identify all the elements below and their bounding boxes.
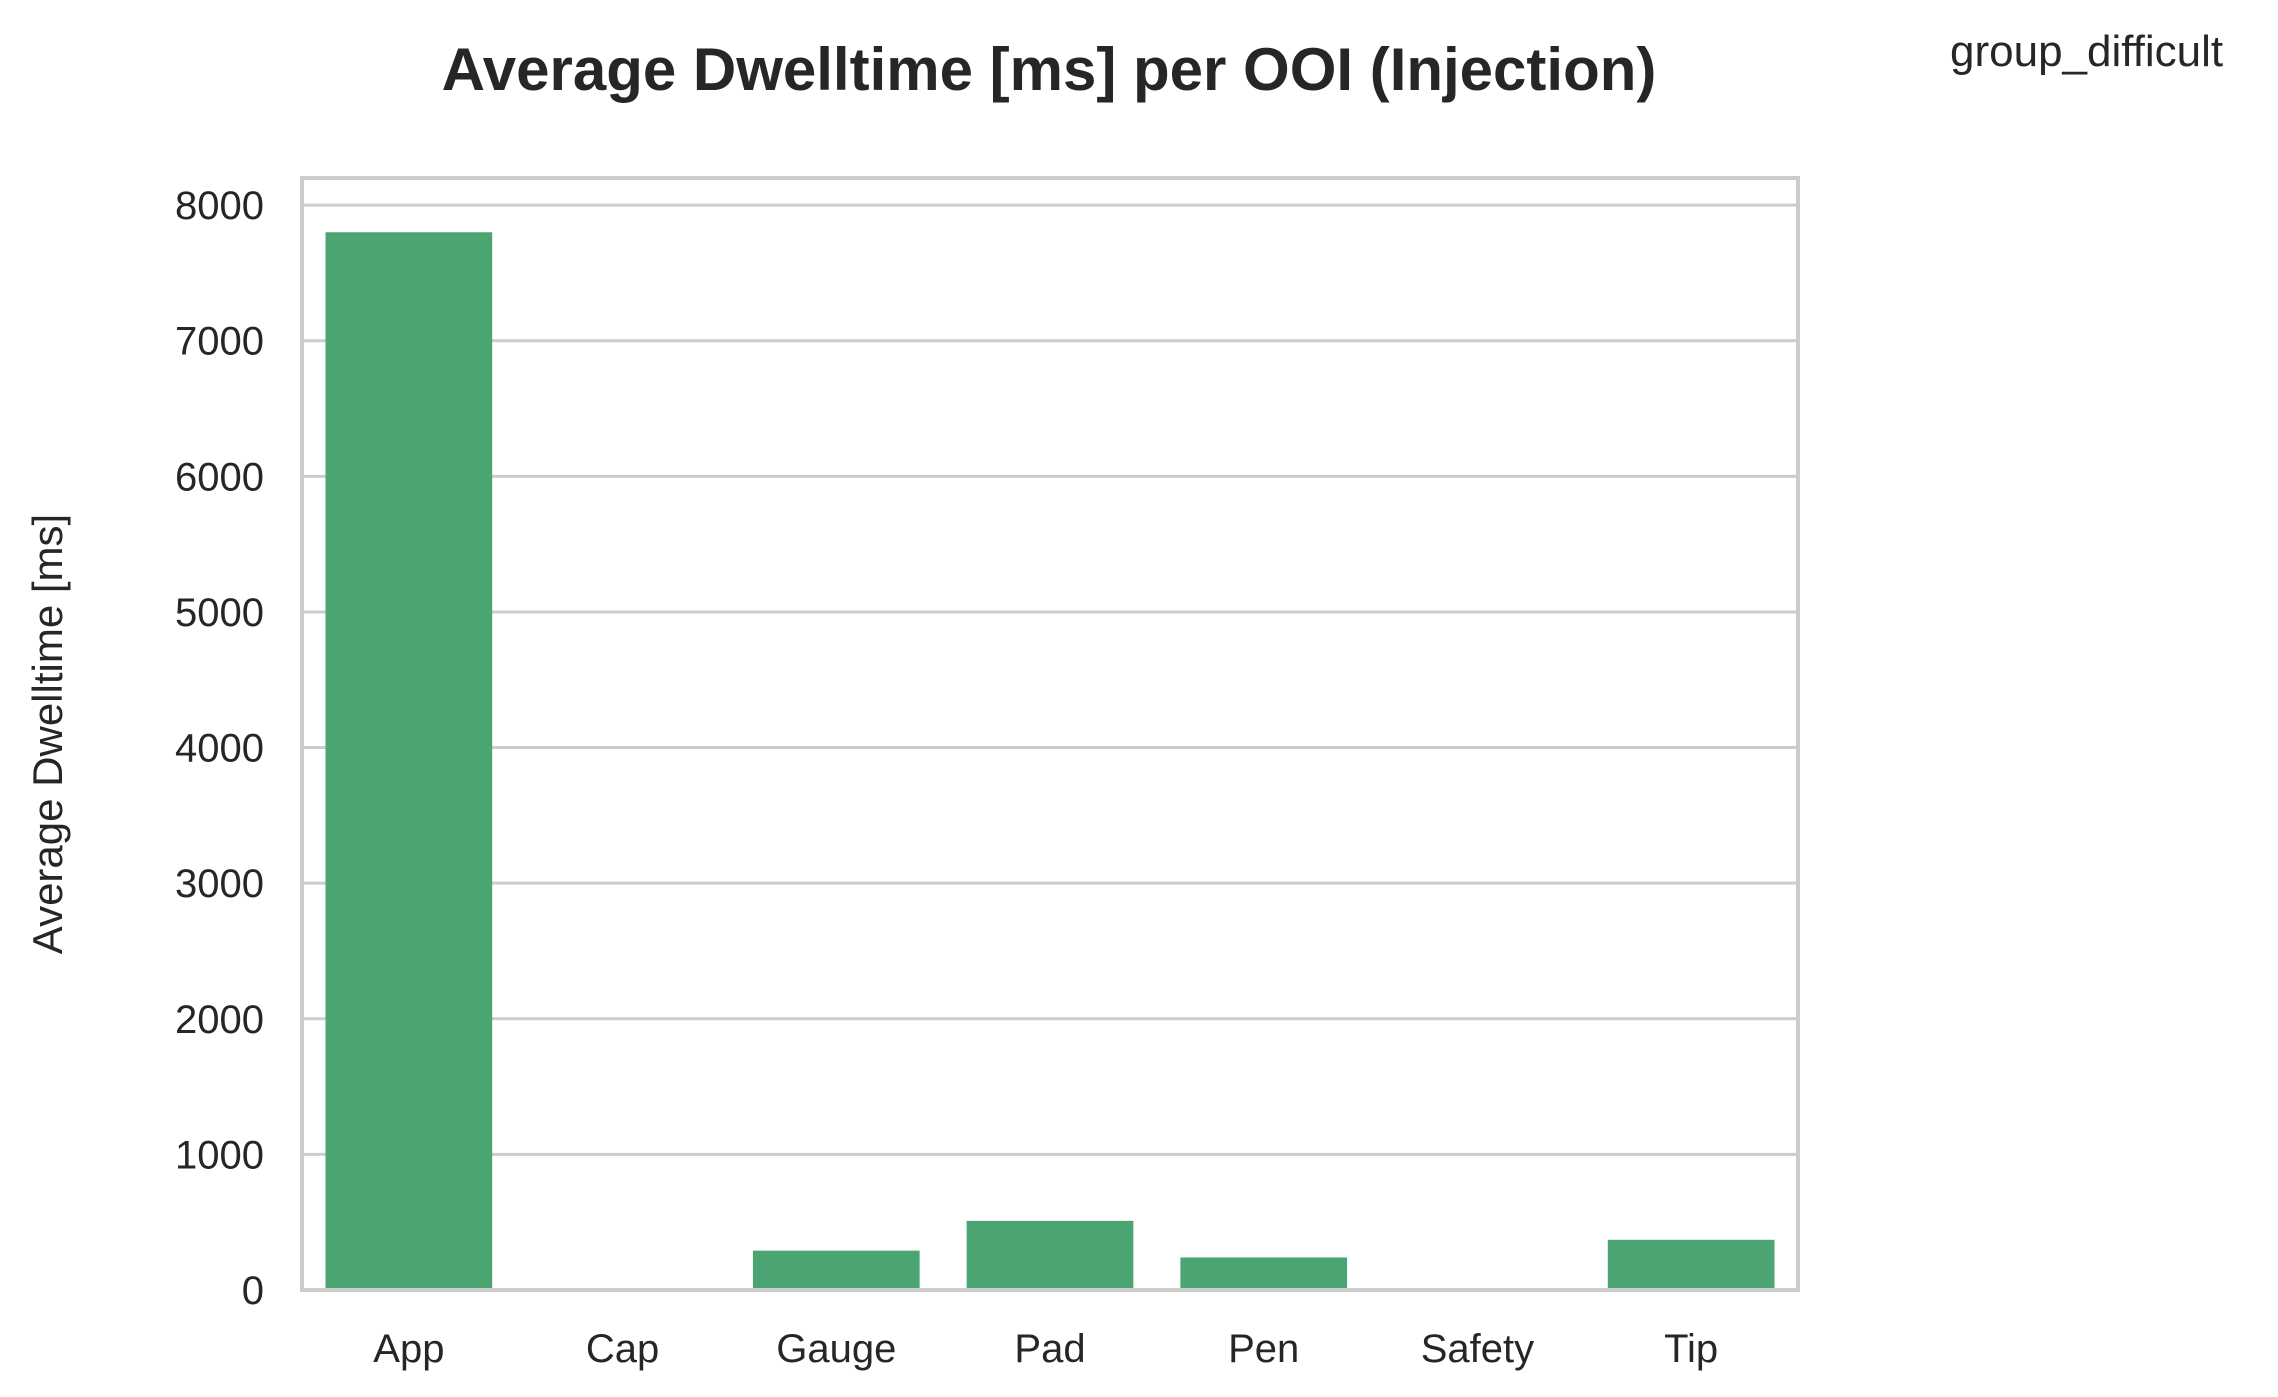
y-tick-label: 5000 (175, 591, 264, 635)
y-tick-label: 1000 (175, 1133, 264, 1177)
y-tick-label: 6000 (175, 455, 264, 499)
y-axis-label: Average Dwelltime [ms] (24, 514, 71, 954)
chart-title: Average Dwelltime [ms] per OOI (Injectio… (442, 36, 1657, 103)
y-tick-label: 8000 (175, 184, 264, 228)
y-axis-ticks: 0 1000 2000 3000 4000 5000 6000 7000 8000 (175, 184, 264, 1313)
x-tick-label: Safety (1421, 1327, 1534, 1371)
y-tick-label: 7000 (175, 320, 264, 364)
x-tick-label: Tip (1664, 1327, 1718, 1371)
y-tick-label: 3000 (175, 862, 264, 906)
x-tick-label: Cap (586, 1327, 659, 1371)
plot-frame (300, 176, 1800, 1292)
gridlines (302, 203, 1798, 1156)
x-tick-label: Gauge (776, 1327, 896, 1371)
bar-tip (1607, 1239, 1775, 1290)
bar-gauge (752, 1250, 920, 1290)
x-axis-ticks: App Cap Gauge Pad Pen Safety Tip (373, 1327, 1718, 1371)
bar-pen (1180, 1257, 1348, 1290)
bars (325, 232, 1775, 1290)
bar-app (325, 232, 493, 1290)
y-tick-label: 2000 (175, 998, 264, 1042)
y-tick-label: 4000 (175, 727, 264, 771)
x-tick-label: App (373, 1327, 444, 1371)
x-tick-label: Pad (1014, 1327, 1085, 1371)
x-tick-label: Pen (1228, 1327, 1299, 1371)
bar-pad (966, 1220, 1134, 1290)
corner-label: group_difficult (1950, 27, 2223, 76)
y-tick-label: 0 (242, 1269, 264, 1313)
